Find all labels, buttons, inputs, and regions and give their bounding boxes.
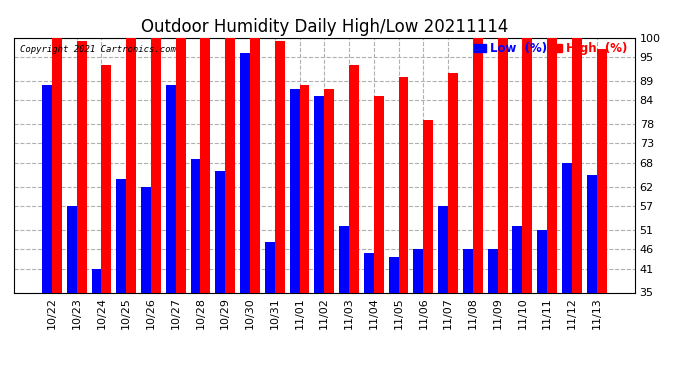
Bar xyxy=(42,85,52,292)
Bar xyxy=(324,88,334,292)
Bar xyxy=(339,226,349,292)
Bar xyxy=(597,49,607,292)
Bar xyxy=(141,187,151,292)
Bar xyxy=(374,96,384,292)
Bar xyxy=(92,269,101,292)
Bar xyxy=(364,253,374,292)
Bar xyxy=(77,41,87,292)
Bar xyxy=(225,38,235,292)
Bar xyxy=(448,73,458,292)
Bar xyxy=(265,242,275,292)
Bar xyxy=(151,38,161,292)
Text: Copyright 2021 Cartronics.com: Copyright 2021 Cartronics.com xyxy=(20,45,176,54)
Bar xyxy=(547,38,557,292)
Bar xyxy=(349,65,359,292)
Bar xyxy=(572,38,582,292)
Bar xyxy=(586,175,597,292)
Bar xyxy=(250,38,260,292)
Bar xyxy=(438,206,448,292)
Bar xyxy=(562,163,572,292)
Bar xyxy=(388,257,399,292)
Bar xyxy=(473,38,483,292)
Bar xyxy=(299,85,309,292)
Bar xyxy=(413,249,424,292)
Legend: Low  (%), High  (%): Low (%), High (%) xyxy=(469,38,632,60)
Bar xyxy=(240,53,250,292)
Title: Outdoor Humidity Daily High/Low 20211114: Outdoor Humidity Daily High/Low 20211114 xyxy=(141,18,508,36)
Bar xyxy=(101,65,111,292)
Bar xyxy=(538,230,547,292)
Bar xyxy=(399,77,408,292)
Bar xyxy=(126,38,136,292)
Bar xyxy=(67,206,77,292)
Bar xyxy=(497,38,508,292)
Bar xyxy=(315,96,324,292)
Bar xyxy=(166,85,176,292)
Bar xyxy=(201,38,210,292)
Bar xyxy=(488,249,497,292)
Bar xyxy=(215,171,225,292)
Bar xyxy=(463,249,473,292)
Bar xyxy=(117,179,126,292)
Bar xyxy=(522,38,532,292)
Bar xyxy=(290,88,299,292)
Bar xyxy=(52,38,62,292)
Bar xyxy=(190,159,201,292)
Bar xyxy=(513,226,522,292)
Bar xyxy=(424,120,433,292)
Bar xyxy=(275,41,285,292)
Bar xyxy=(176,38,186,292)
